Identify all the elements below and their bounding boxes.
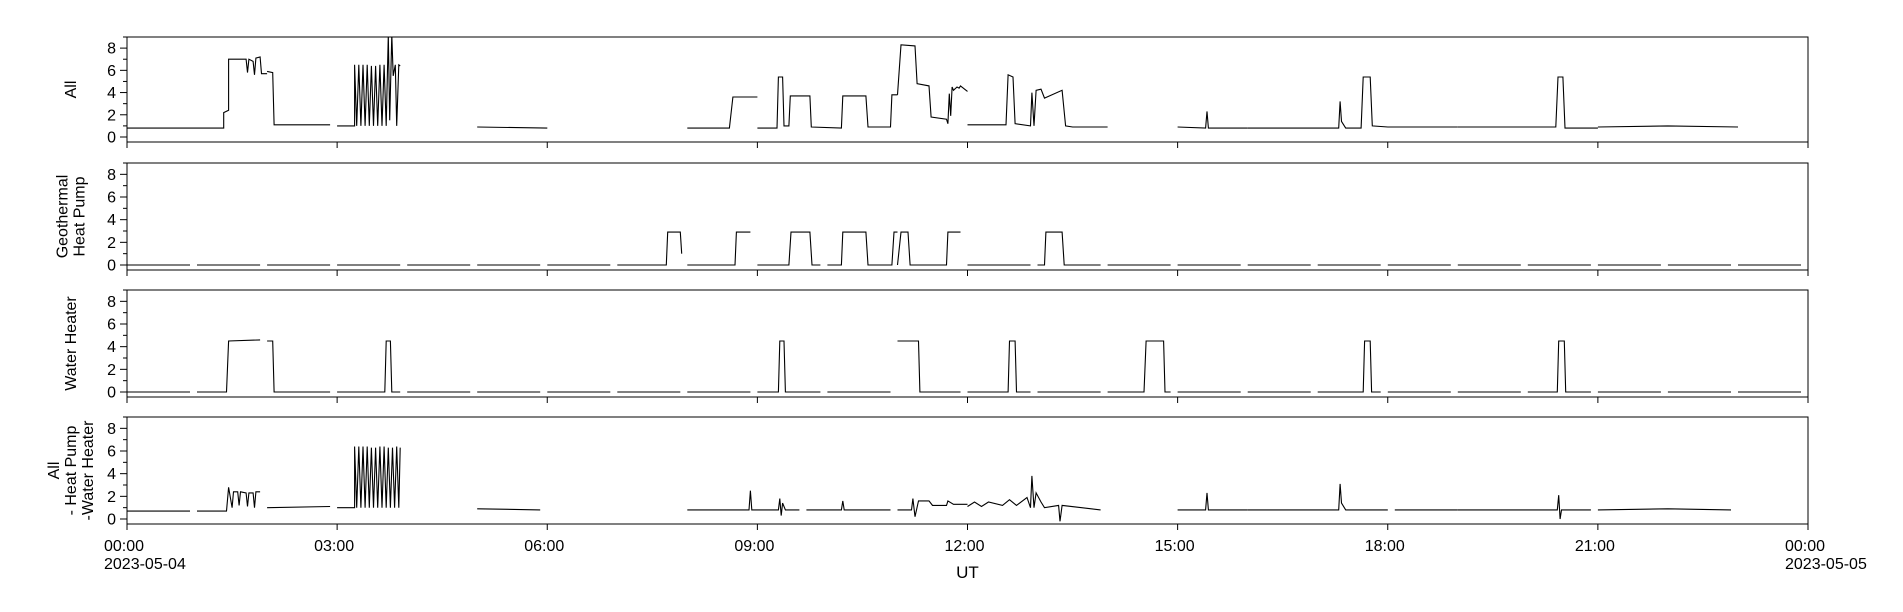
series-line bbox=[337, 37, 401, 127]
series-line bbox=[267, 505, 331, 509]
series-line bbox=[1177, 492, 1248, 511]
series-line bbox=[477, 126, 548, 129]
x-tick-label: 15:00 bbox=[1155, 538, 1195, 555]
x-tick-date-label: 2023-05-05 bbox=[1785, 556, 1867, 573]
series-line bbox=[967, 340, 1031, 393]
series-line bbox=[267, 340, 331, 393]
panel-series bbox=[127, 37, 1739, 129]
y-tick-label: 0 bbox=[107, 258, 116, 275]
x-tick-label: 06:00 bbox=[524, 538, 564, 555]
series-line bbox=[266, 70, 331, 126]
series-line bbox=[806, 500, 891, 511]
series-line bbox=[757, 340, 821, 393]
x-tick-label: 09:00 bbox=[734, 538, 774, 555]
series-line bbox=[827, 231, 898, 266]
series-line bbox=[687, 490, 800, 516]
series-line bbox=[1177, 111, 1248, 129]
y-axis-label: All bbox=[46, 462, 63, 480]
series-line bbox=[1457, 76, 1598, 129]
x-axis-label: UT bbox=[956, 563, 979, 582]
x-tick-label: 18:00 bbox=[1365, 538, 1405, 555]
series-line bbox=[1247, 76, 1458, 129]
x-tick-label: 12:00 bbox=[945, 538, 985, 555]
series-line bbox=[967, 475, 1101, 522]
x-tick-label: 03:00 bbox=[314, 538, 354, 555]
series-line bbox=[197, 487, 261, 512]
y-tick-label: 4 bbox=[107, 85, 116, 102]
series-line bbox=[337, 446, 401, 509]
y-tick-label: 2 bbox=[107, 489, 116, 506]
series-line bbox=[687, 231, 751, 266]
y-tick-label: 2 bbox=[107, 235, 116, 252]
y-axis-label: All bbox=[63, 81, 80, 99]
panel-4: 0 2 4 6 8 All - Heat Pump -Water Heater bbox=[46, 416, 1809, 530]
series-line bbox=[1317, 340, 1381, 393]
y-tick-label: 8 bbox=[107, 421, 116, 438]
y-tick-label: 8 bbox=[107, 294, 116, 311]
y-axis-label: Geothermal bbox=[55, 175, 72, 259]
series-line bbox=[1107, 340, 1171, 393]
series-line bbox=[1247, 483, 1388, 511]
series-line bbox=[897, 340, 961, 393]
y-tick-label: 8 bbox=[107, 167, 116, 184]
panel-2: 0 2 4 6 8 Geothermal Heat Pump bbox=[55, 162, 1809, 276]
panel-1: 0 2 4 6 8 All bbox=[63, 36, 1809, 148]
series-line bbox=[687, 96, 758, 129]
x-tick-label: 21:00 bbox=[1575, 538, 1615, 555]
series-line bbox=[1037, 231, 1101, 266]
y-tick-label: 2 bbox=[107, 362, 116, 379]
series-line bbox=[757, 76, 898, 129]
panel-series bbox=[127, 231, 1801, 266]
series-line bbox=[1597, 125, 1739, 128]
y-axis-label: -Water Heater bbox=[80, 420, 97, 521]
y-tick-label: 8 bbox=[107, 41, 116, 58]
y-axis-label: Water Heater bbox=[63, 296, 80, 391]
y-axis-label: - Heat Pump bbox=[63, 425, 80, 515]
series-line bbox=[896, 44, 968, 124]
y-tick-label: 6 bbox=[107, 190, 116, 207]
y-axis-label: Heat Pump bbox=[72, 176, 89, 256]
series-line bbox=[1597, 508, 1732, 511]
series-line bbox=[897, 498, 968, 517]
series-line bbox=[337, 340, 401, 393]
y-tick-label: 2 bbox=[107, 107, 116, 124]
panel-3: 0 2 4 6 8 Water Heater bbox=[63, 289, 1809, 403]
series-line bbox=[1457, 495, 1591, 520]
x-tick-label: 00:00 bbox=[104, 538, 144, 555]
y-tick-label: 0 bbox=[107, 130, 116, 147]
series-line bbox=[477, 508, 541, 511]
y-tick-label: 6 bbox=[107, 63, 116, 80]
y-tick-label: 4 bbox=[107, 212, 116, 229]
y-tick-label: 4 bbox=[107, 339, 116, 356]
panel-series bbox=[127, 446, 1732, 522]
y-tick-label: 6 bbox=[107, 317, 116, 334]
panel-series bbox=[127, 339, 1801, 393]
y-tick-label: 6 bbox=[107, 444, 116, 461]
panel-frame bbox=[126, 289, 1809, 398]
y-tick-label: 0 bbox=[107, 512, 116, 529]
series-line bbox=[896, 231, 961, 266]
series-line bbox=[197, 339, 261, 393]
series-line bbox=[967, 73, 1108, 128]
series-line bbox=[757, 231, 821, 266]
y-tick-label: 0 bbox=[107, 385, 116, 402]
series-line bbox=[127, 56, 268, 129]
y-tick-label: 4 bbox=[107, 466, 116, 483]
x-tick-label: 00:00 bbox=[1785, 538, 1825, 555]
x-tick-date-label: 2023-05-04 bbox=[104, 556, 186, 573]
series-line bbox=[617, 231, 683, 266]
panel-frame bbox=[126, 162, 1809, 271]
series-line bbox=[1527, 340, 1591, 393]
